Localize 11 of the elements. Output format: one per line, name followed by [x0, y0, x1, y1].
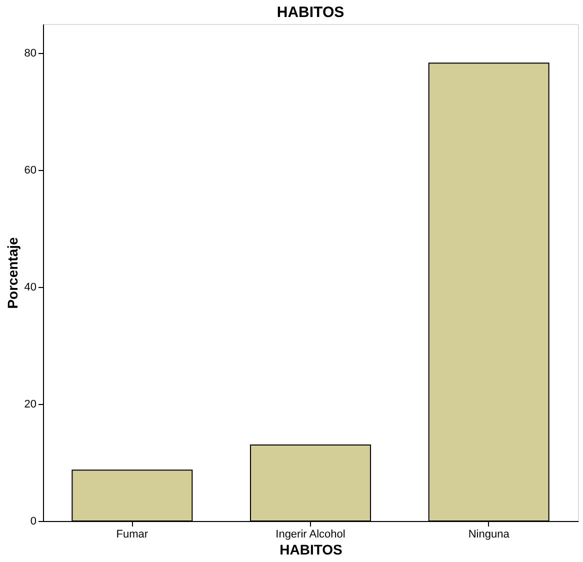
y-axis-title: Porcentaje	[4, 236, 20, 309]
chart-title: HABITOS	[276, 4, 344, 21]
y-tick-label: 20	[24, 398, 36, 411]
x-tick-label: Ninguna	[468, 528, 510, 540]
x-tick-label: Fumar	[116, 528, 148, 540]
y-tick-label: 40	[24, 282, 36, 294]
y-tick-label: 60	[24, 164, 36, 177]
x-axis-title: HABITOS	[280, 542, 342, 558]
y-tick-label: 0	[30, 516, 36, 528]
x-tick-label: Ingerir Alcohol	[276, 528, 346, 540]
y-tick-label: 80	[24, 48, 36, 60]
